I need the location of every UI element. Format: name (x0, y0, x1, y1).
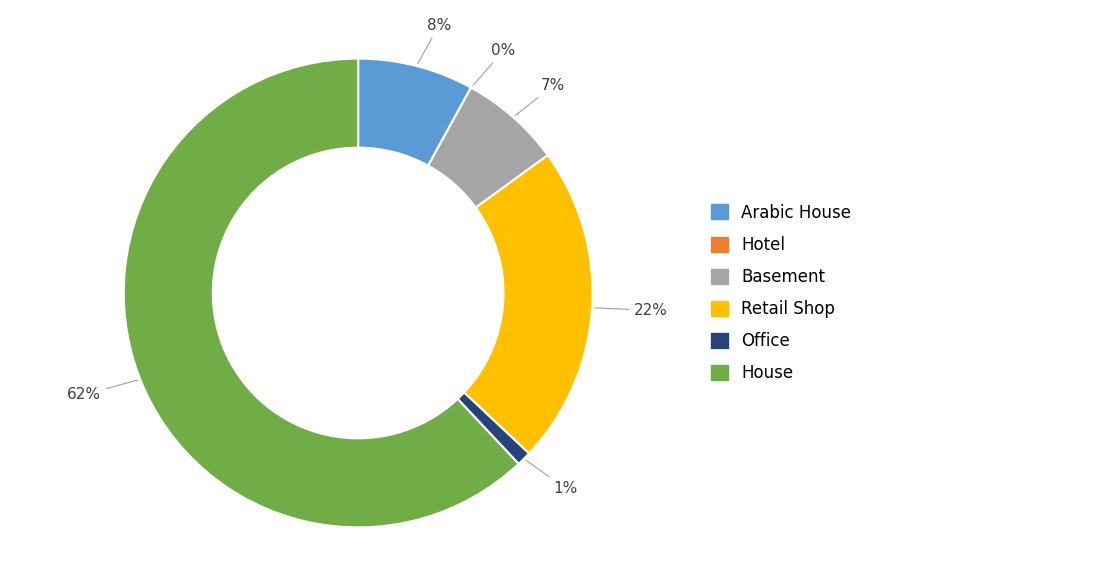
Text: 8%: 8% (418, 18, 451, 63)
Text: 62%: 62% (67, 380, 138, 403)
Text: 22%: 22% (595, 303, 668, 318)
Wedge shape (429, 87, 471, 166)
Wedge shape (123, 59, 519, 527)
Wedge shape (429, 87, 548, 207)
Legend: Arabic House, Hotel, Basement, Retail Shop, Office, House: Arabic House, Hotel, Basement, Retail Sh… (703, 195, 860, 391)
Wedge shape (464, 155, 593, 454)
Text: 1%: 1% (526, 461, 577, 496)
Text: 7%: 7% (516, 78, 565, 115)
Wedge shape (457, 393, 529, 464)
Text: 0%: 0% (473, 43, 516, 86)
Wedge shape (358, 59, 471, 166)
